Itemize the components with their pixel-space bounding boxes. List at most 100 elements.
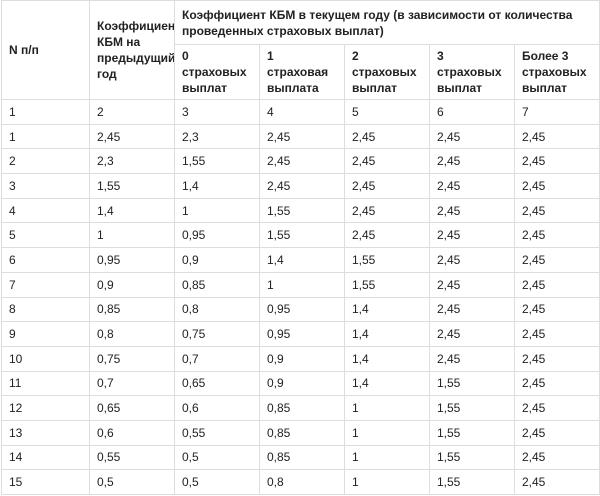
table-cell: 1,55 <box>429 395 515 421</box>
table-cell: 2,45 <box>429 247 515 273</box>
table-cell: 2,45 <box>514 173 600 199</box>
table-cell: 2,45 <box>89 123 175 150</box>
table-cell: 8 <box>1 296 90 323</box>
table-cell: 2,45 <box>514 271 600 298</box>
table-cell: 2,45 <box>514 321 600 347</box>
table-cell: 1,4 <box>344 345 430 372</box>
table-cell: 2,45 <box>514 197 600 224</box>
table-cell: 0,75 <box>89 345 175 372</box>
table-cell: 0,95 <box>89 247 175 273</box>
header-cell: Коэффициент КБМ в текущем году (в зависи… <box>174 0 600 45</box>
table-cell: 1 <box>1 123 90 150</box>
table-cell: 2,45 <box>514 419 600 446</box>
column-number: 7 <box>514 99 600 125</box>
table-cell: 2,45 <box>429 197 515 224</box>
table-cell: 0,9 <box>174 247 260 273</box>
column-number: 4 <box>259 99 345 125</box>
table-cell: 0,85 <box>259 419 345 446</box>
table-cell: 0,7 <box>174 345 260 372</box>
table-cell: 1,55 <box>429 444 515 471</box>
table-row: 11 0,7 0,65 0,9 1,4 1,55 2,45 <box>1 370 600 397</box>
table-row: 3 1,55 1,4 2,45 2,45 2,45 2,45 <box>1 173 600 199</box>
table-cell: 1 <box>89 222 175 249</box>
table-cell: 0,7 <box>89 370 175 397</box>
table-cell: 9 <box>1 321 90 347</box>
table-cell: 1,4 <box>344 321 430 347</box>
table-cell: 2,45 <box>344 148 430 175</box>
header-row: N п/п Коэффициент КБМ на предыдущий год … <box>1 0 600 100</box>
table-cell: 2,3 <box>89 148 175 175</box>
table-cell: 2,45 <box>344 173 430 199</box>
table-cell: 0,95 <box>174 222 260 249</box>
column-number: 1 <box>1 99 90 125</box>
table-cell: 1,4 <box>344 296 430 323</box>
table-cell: 2,45 <box>344 197 430 224</box>
table-cell: 0,8 <box>174 296 260 323</box>
table-cell: 2,45 <box>344 123 430 150</box>
header-cell: 2 страховых выплат <box>344 44 430 100</box>
table-cell: 2,45 <box>514 444 600 471</box>
table-cell: 0,85 <box>259 444 345 471</box>
table-cell: 2,45 <box>429 123 515 150</box>
table-row: 12 0,65 0,6 0,85 1 1,55 2,45 <box>1 395 600 421</box>
table-cell: 1 <box>344 395 430 421</box>
table-cell: 1 <box>344 419 430 446</box>
table-cell: 0,65 <box>89 395 175 421</box>
table-cell: 2,45 <box>514 345 600 372</box>
header-row: 0 страховых выплат 1 страховая выплата 2 с… <box>2 44 600 100</box>
table-row: 9 0,8 0,75 0,95 1,4 2,45 2,45 <box>1 321 600 347</box>
table-cell: 15 <box>1 469 90 495</box>
table-cell: 2,45 <box>344 222 430 249</box>
table-cell: 0,55 <box>174 419 260 446</box>
table-cell: 0,5 <box>89 469 175 495</box>
table-cell: 4 <box>1 197 90 224</box>
table-cell: 1,55 <box>89 173 175 199</box>
table-header: N п/п Коэффициент КБМ на предыдущий год … <box>1 0 600 100</box>
table-body: 1 2 3 4 5 6 7 1 2,45 2,3 2,45 2,45 2,45 2,45 2 2,3 1,55 2… <box>1 99 600 495</box>
table-cell: 1,55 <box>259 222 345 249</box>
table-cell: 2,3 <box>174 123 260 150</box>
table-cell: 0,95 <box>259 296 345 323</box>
table-cell: 0,6 <box>174 395 260 421</box>
table-row: 8 0,85 0,8 0,95 1,4 2,45 2,45 <box>1 296 600 323</box>
table-cell: 2,45 <box>259 173 345 199</box>
table-cell: 0,9 <box>89 271 175 298</box>
table-cell: 2,45 <box>514 148 600 175</box>
table-cell: 1 <box>174 197 260 224</box>
table-cell: 1,4 <box>344 370 430 397</box>
table-cell: 0,85 <box>174 271 260 298</box>
table-cell: 13 <box>1 419 90 446</box>
table-cell: 2,45 <box>514 222 600 249</box>
table-cell: 1 <box>344 469 430 495</box>
header-cell: Более 3 страховых выплат <box>514 44 600 100</box>
table-cell: 0,5 <box>174 469 260 495</box>
table-cell: 1,4 <box>174 173 260 199</box>
header-cell: 1 страховая выплата <box>259 44 345 100</box>
table-row: 5 1 0,95 1,55 2,45 2,45 2,45 <box>1 222 600 249</box>
table-row: 15 0,5 0,5 0,8 1 1,55 2,45 <box>1 469 600 495</box>
table-cell: 1,55 <box>344 247 430 273</box>
table-cell: 2,45 <box>514 395 600 421</box>
table-cell: 1,55 <box>174 148 260 175</box>
table-cell: 2,45 <box>429 271 515 298</box>
table-cell: 5 <box>1 222 90 249</box>
header-cell: 3 страховых выплат <box>429 44 515 100</box>
table-cell: 1,55 <box>429 469 515 495</box>
table-cell: 1,4 <box>89 197 175 224</box>
table-cell: 11 <box>1 370 90 397</box>
table-cell: 0,75 <box>174 321 260 347</box>
table-cell: 0,6 <box>89 419 175 446</box>
table-row: 10 0,75 0,7 0,9 1,4 2,45 2,45 <box>1 345 600 372</box>
table-cell: 2,45 <box>514 247 600 273</box>
table-cell: 12 <box>1 395 90 421</box>
column-number: 6 <box>429 99 515 125</box>
header-cell: 0 страховых выплат <box>174 44 260 100</box>
table-cell: 3 <box>1 173 90 199</box>
table-cell: 0,65 <box>174 370 260 397</box>
column-number: 3 <box>174 99 260 125</box>
header-cell: N п/п <box>1 0 90 100</box>
table-cell: 2 <box>1 148 90 175</box>
